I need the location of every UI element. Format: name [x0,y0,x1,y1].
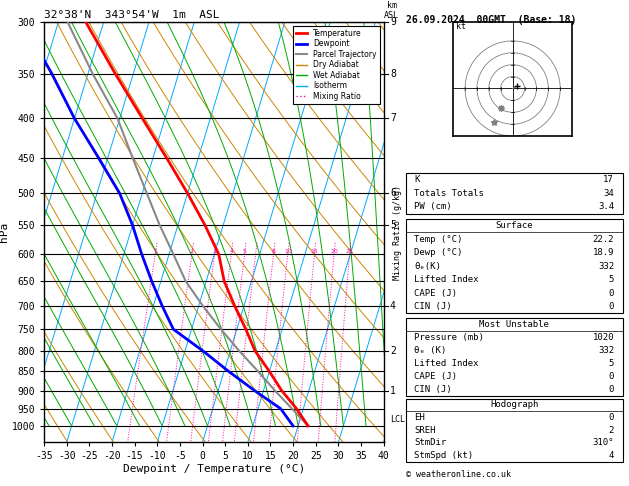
Text: StmDir: StmDir [415,438,447,447]
Text: 8: 8 [390,69,396,79]
Text: CIN (J): CIN (J) [415,385,452,394]
Text: 0: 0 [609,413,614,422]
Text: 3: 3 [213,249,216,255]
Text: 310°: 310° [593,438,614,447]
Text: Dewp (°C): Dewp (°C) [415,248,463,257]
Text: 5: 5 [243,249,247,255]
Text: 332: 332 [598,346,614,355]
Text: 4: 4 [229,249,233,255]
Text: 4: 4 [390,301,396,311]
Text: 9: 9 [390,17,396,27]
Text: Lifted Index: Lifted Index [415,275,479,284]
Text: 8: 8 [272,249,276,255]
Text: 1020: 1020 [593,333,614,342]
Text: 0: 0 [609,289,614,297]
Text: 15: 15 [311,249,318,255]
Y-axis label: hPa: hPa [0,222,9,242]
Text: 1: 1 [390,385,396,396]
Text: StmSpd (kt): StmSpd (kt) [415,451,474,460]
Text: km
ASL: km ASL [384,1,399,20]
Text: 332: 332 [598,261,614,271]
Text: Surface: Surface [496,221,533,230]
Legend: Temperature, Dewpoint, Parcel Trajectory, Dry Adiabat, Wet Adiabat, Isotherm, Mi: Temperature, Dewpoint, Parcel Trajectory… [292,26,380,104]
Text: 34: 34 [603,189,614,198]
Text: 5: 5 [609,275,614,284]
Text: 2: 2 [390,346,396,356]
Text: 3.4: 3.4 [598,203,614,211]
Text: Totals Totals: Totals Totals [415,189,484,198]
Text: 0: 0 [609,372,614,381]
Text: 26.09.2024  00GMT  (Base: 18): 26.09.2024 00GMT (Base: 18) [406,15,576,25]
Text: 20: 20 [330,249,338,255]
Text: kt: kt [455,22,465,31]
Text: Most Unstable: Most Unstable [479,320,549,330]
Text: SREH: SREH [415,426,436,434]
Text: Mixing Ratio (g/kg): Mixing Ratio (g/kg) [393,185,403,279]
FancyBboxPatch shape [406,219,623,313]
Text: 1: 1 [153,249,157,255]
Text: K: K [415,175,420,184]
Text: 6: 6 [390,188,396,198]
Text: © weatheronline.co.uk: © weatheronline.co.uk [406,469,511,479]
Text: 25: 25 [345,249,353,255]
Text: θₑ(K): θₑ(K) [415,261,442,271]
Text: LCL: LCL [390,415,405,424]
Text: Hodograph: Hodograph [490,400,538,409]
FancyBboxPatch shape [406,399,623,462]
Text: 32°38'N  343°54'W  1m  ASL: 32°38'N 343°54'W 1m ASL [44,10,220,20]
Text: 2: 2 [609,426,614,434]
Text: 5: 5 [390,220,396,230]
Text: Pressure (mb): Pressure (mb) [415,333,484,342]
Text: Temp (°C): Temp (°C) [415,235,463,243]
Text: 0: 0 [609,385,614,394]
Text: 7: 7 [390,113,396,123]
Text: 18.9: 18.9 [593,248,614,257]
Text: θₑ (K): θₑ (K) [415,346,447,355]
Text: Lifted Index: Lifted Index [415,359,479,368]
Text: 0: 0 [609,302,614,311]
X-axis label: Dewpoint / Temperature (°C): Dewpoint / Temperature (°C) [123,464,305,474]
Text: 10: 10 [284,249,292,255]
FancyBboxPatch shape [406,173,623,214]
Text: EH: EH [415,413,425,422]
Text: CAPE (J): CAPE (J) [415,289,457,297]
Text: 17: 17 [603,175,614,184]
Text: CAPE (J): CAPE (J) [415,372,457,381]
Text: 4: 4 [609,451,614,460]
Text: 2: 2 [190,249,194,255]
Text: 5: 5 [609,359,614,368]
Text: PW (cm): PW (cm) [415,203,452,211]
Text: 22.2: 22.2 [593,235,614,243]
Text: CIN (J): CIN (J) [415,302,452,311]
FancyBboxPatch shape [406,318,623,396]
